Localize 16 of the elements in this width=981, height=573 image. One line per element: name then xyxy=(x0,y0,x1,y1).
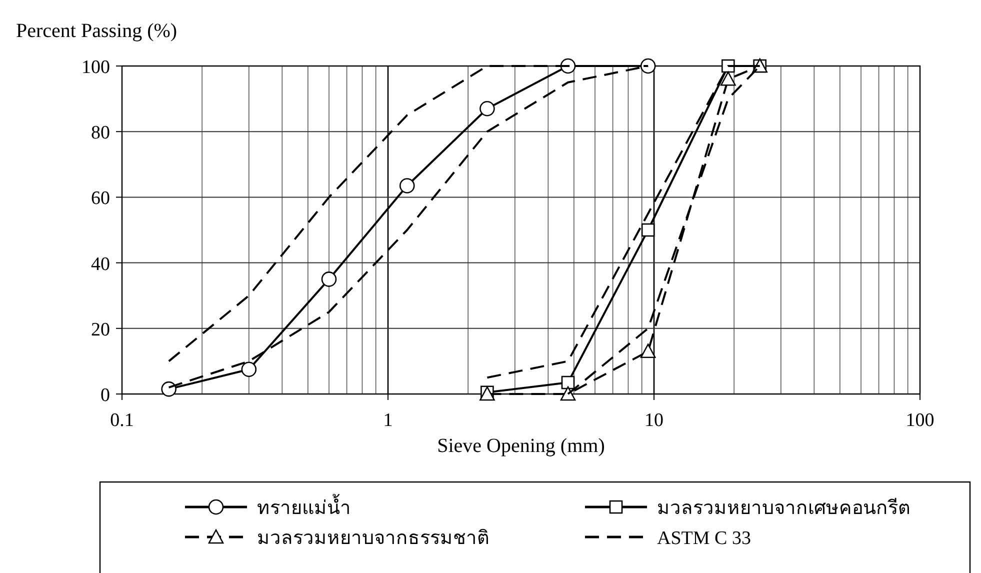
y-tick-label: 20 xyxy=(91,319,110,340)
y-tick-label: 40 xyxy=(91,254,110,275)
legend-label: มวลรวมหยาบจากเศษคอนกรีต xyxy=(657,497,910,519)
x-tick-label: 1 xyxy=(383,410,393,431)
y-tick-label: 0 xyxy=(100,385,110,406)
x-tick-label: 100 xyxy=(906,410,934,431)
x-tick-label: 0.1 xyxy=(110,410,134,431)
y-tick-label: 100 xyxy=(82,57,110,78)
y-tick-label: 60 xyxy=(91,188,110,210)
legend-label: ทรายแม่น้ำ xyxy=(257,494,351,519)
x-axis-title: Sieve Opening (mm) xyxy=(437,435,605,457)
legend-label: ASTM C 33 xyxy=(657,528,751,549)
y-tick-label: 80 xyxy=(91,122,110,144)
legend-label: มวลรวมหยาบจากธรรมชาติ xyxy=(257,528,489,549)
y-axis-title: Percent Passing (%) xyxy=(16,20,178,42)
x-tick-label: 10 xyxy=(644,410,664,431)
